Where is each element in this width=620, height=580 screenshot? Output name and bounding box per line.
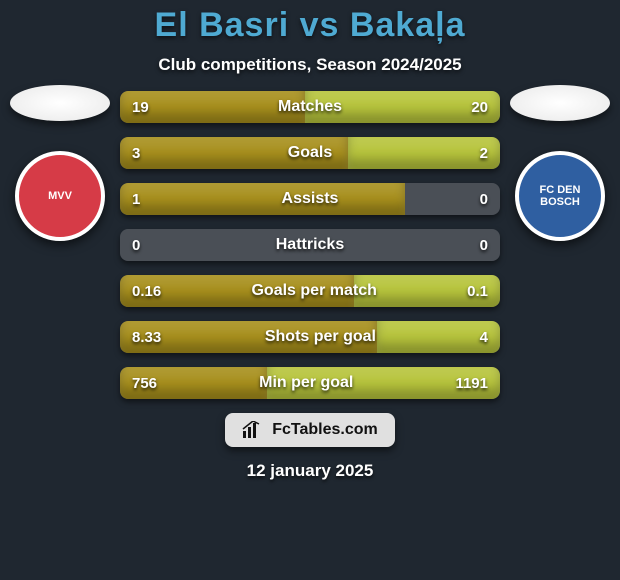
left-ellipse-icon <box>10 85 110 121</box>
main-row: MVV 19Matches203Goals21Assists00Hattrick… <box>0 91 620 399</box>
stat-right-fill <box>354 275 500 307</box>
left-side: MVV <box>10 85 110 241</box>
right-team-crest: FC DEN BOSCH <box>515 151 605 241</box>
stat-row: 8.33Shots per goal4 <box>120 321 500 353</box>
stat-left-fill <box>120 275 354 307</box>
chart-icon <box>242 421 264 439</box>
stat-left-value: 0 <box>132 237 140 254</box>
stat-name: Hattricks <box>140 236 479 254</box>
footer: FcTables.com 12 january 2025 <box>225 413 395 481</box>
stat-row: 3Goals2 <box>120 137 500 169</box>
stat-left-fill <box>120 367 267 399</box>
stat-row: 0.16Goals per match0.1 <box>120 275 500 307</box>
stat-left-fill <box>120 91 305 123</box>
stat-right-fill <box>377 321 501 353</box>
page-title: El Basri vs Bakaļa <box>155 6 466 45</box>
stat-right-value: 0 <box>480 191 488 208</box>
stat-row: 19Matches20 <box>120 91 500 123</box>
stat-right-fill <box>348 137 500 169</box>
right-team-label: FC DEN BOSCH <box>519 184 601 208</box>
left-team-crest: MVV <box>15 151 105 241</box>
subtitle: Club competitions, Season 2024/2025 <box>158 55 461 75</box>
stat-right-fill <box>305 91 500 123</box>
brand-badge: FcTables.com <box>225 413 395 447</box>
stat-left-fill <box>120 183 405 215</box>
stat-row: 0Hattricks0 <box>120 229 500 261</box>
stat-right-value: 0 <box>480 237 488 254</box>
brand-text: FcTables.com <box>272 421 378 439</box>
stat-left-fill <box>120 321 377 353</box>
stat-row: 756Min per goal1191 <box>120 367 500 399</box>
stat-left-fill <box>120 137 348 169</box>
stat-bars: 19Matches203Goals21Assists00Hattricks00.… <box>120 91 500 399</box>
left-team-label: MVV <box>48 190 72 202</box>
stat-right-fill <box>267 367 500 399</box>
right-ellipse-icon <box>510 85 610 121</box>
stat-labels: 0Hattricks0 <box>120 229 500 261</box>
date-label: 12 january 2025 <box>247 461 374 481</box>
infographic-root: El Basri vs Bakaļa Club competitions, Se… <box>0 0 620 580</box>
stat-row: 1Assists0 <box>120 183 500 215</box>
right-side: FC DEN BOSCH <box>510 85 610 241</box>
